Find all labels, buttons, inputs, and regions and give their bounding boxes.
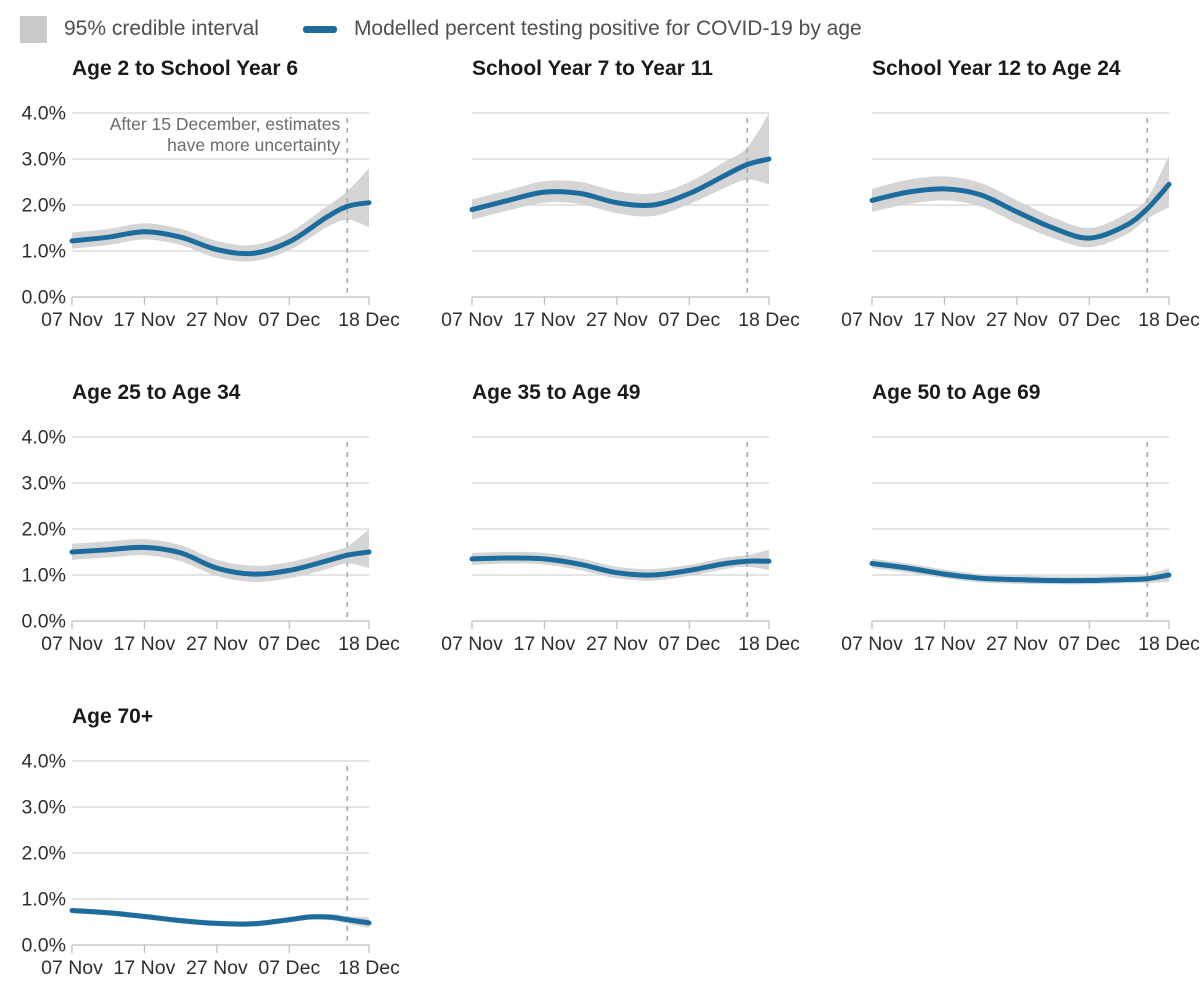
x-tick-label: 18 Dec (338, 957, 400, 979)
panel-title: School Year 7 to Year 11 (472, 57, 713, 80)
modelled-positivity-line (869, 181, 1172, 241)
panel-title: Age 35 to Age 49 (472, 381, 641, 404)
y-tick-label: 0.0% (22, 611, 66, 633)
modelled-positivity-line (869, 561, 1172, 584)
chart-svg-school-year-12-to-age-24: 07 Nov 17 Nov 27 Nov 07 Dec 18 Dec (841, 112, 1200, 331)
x-tick-label: 27 Nov (186, 633, 248, 655)
y-tick-label: 4.0% (22, 103, 66, 125)
x-tick-label: 07 Nov (41, 309, 103, 331)
y-tick-label: 4.0% (22, 427, 66, 449)
x-tick-label: 17 Nov (114, 633, 176, 655)
y-tick-label: 0.0% (22, 287, 66, 309)
x-tick-label: 27 Nov (186, 957, 248, 979)
credible-interval-band (872, 155, 1169, 248)
x-tick-label: 18 Dec (1138, 309, 1200, 331)
x-tick-label: 07 Dec (658, 633, 720, 655)
credible-interval-label: 95% credible interval (64, 17, 259, 40)
x-tick-label: 17 Nov (514, 633, 576, 655)
panel-age-25-to-age-34: Age 25 to Age 34 0.0% 1.0% 2.0% 3.0% 4.0% 07 N… (0, 381, 401, 670)
y-tick-label: 2.0% (22, 843, 66, 865)
x-tick-label: 18 Dec (338, 309, 400, 331)
credible-interval-band (72, 529, 369, 582)
modelled-line-label: Modelled percent testing positive for CO… (353, 17, 862, 40)
panel-age-70: Age 70+ 0.0% 1.0% 2.0% 3.0% 4.0% 07 Nov 17 Nov 2… (0, 705, 401, 994)
panel-age-50-to-age-69: Age 50 to Age 69 07 Nov 17 Nov 27 Nov 07 Dec… (800, 382, 1200, 670)
panel-school-year-12-to-age-24: School Year 12 to Age 24 07 Nov 17 Nov 27 N… (800, 58, 1200, 346)
y-tick-label: 2.0% (22, 519, 66, 541)
chart-svg-age-25-to-age-34: 0.0% 1.0% 2.0% 3.0% 4.0% 07 Nov 17 Nov 27 Nov 07… (22, 427, 401, 656)
x-tick-label: 17 Nov (114, 309, 176, 331)
panel-age-35-to-age-49: Age 35 to Age 49 07 Nov 17 Nov 27 Nov 07 Dec… (400, 382, 800, 670)
x-tick-label: 27 Nov (986, 309, 1048, 331)
modelled-positivity-line (69, 544, 372, 577)
y-tick-label: 1.0% (22, 565, 66, 587)
credible-interval-swatch-icon (20, 15, 47, 43)
y-tick-label: 1.0% (22, 241, 66, 263)
x-tick-label: 18 Dec (738, 633, 800, 655)
y-tick-label: 3.0% (22, 149, 66, 171)
x-tick-label: 07 Nov (841, 309, 903, 331)
modelled-positivity-line (69, 908, 372, 927)
panel-title: Age 70+ (72, 705, 154, 728)
x-tick-label: 27 Nov (186, 309, 248, 331)
credible-interval-band (72, 168, 369, 262)
small-multiples-grid: Age 2 to School Year 6 0.0% 1.0% 2.0% 3.0% 4.… (0, 58, 1200, 994)
chart-svg-school-year-7-to-year-11: 07 Nov 17 Nov 27 Nov 07 Dec 18 Dec (441, 112, 800, 331)
panel-title: Age 50 to Age 69 (872, 381, 1041, 404)
modelled-positivity-line (469, 156, 772, 213)
chart-svg-age-70: 0.0% 1.0% 2.0% 3.0% 4.0% 07 Nov 17 Nov 27 Nov 07… (22, 751, 401, 980)
x-tick-label: 18 Dec (338, 633, 400, 655)
x-tick-label: 17 Nov (114, 957, 176, 979)
x-tick-label: 17 Nov (514, 309, 576, 331)
x-tick-label: 07 Nov (441, 309, 503, 331)
uncertainty-annotation-line2: have more uncertainty (167, 135, 340, 155)
y-tick-label: 0.0% (22, 935, 66, 957)
x-tick-label: 17 Nov (914, 633, 976, 655)
x-tick-label: 27 Nov (586, 633, 648, 655)
panel-school-year-7-to-year-11: School Year 7 to Year 11 07 Nov 17 Nov 27 N… (400, 58, 800, 346)
chart-legend: 95% credible interval Modelled percent t… (0, 0, 1200, 44)
panel-title: Age 2 to School Year 6 (72, 57, 299, 80)
modelled-positivity-line (69, 200, 372, 257)
x-tick-label: 07 Dec (258, 957, 320, 979)
panel-title: Age 25 to Age 34 (72, 381, 241, 404)
modelled-positivity-line (469, 555, 772, 578)
x-tick-label: 07 Dec (258, 633, 320, 655)
x-tick-label: 07 Nov (441, 633, 503, 655)
chart-svg-age-35-to-age-49: 07 Nov 17 Nov 27 Nov 07 Dec 18 Dec (441, 436, 800, 655)
x-tick-label: 18 Dec (738, 309, 800, 331)
x-tick-label: 07 Nov (41, 957, 103, 979)
y-tick-label: 2.0% (22, 195, 66, 217)
x-tick-label: 18 Dec (1138, 633, 1200, 655)
y-tick-label: 1.0% (22, 889, 66, 911)
x-tick-label: 27 Nov (586, 309, 648, 331)
x-tick-label: 07 Dec (258, 309, 320, 331)
modelled-line-swatch-icon (302, 25, 337, 33)
chart-svg-age-2-to-school-year-6: 0.0% 1.0% 2.0% 3.0% 4.0% 07 Nov 17 Nov 27 Nov 07… (22, 103, 401, 332)
x-tick-label: 07 Nov (841, 633, 903, 655)
x-tick-label: 17 Nov (914, 309, 976, 331)
chart-svg-age-50-to-age-69: 07 Nov 17 Nov 27 Nov 07 Dec 18 Dec (841, 436, 1200, 655)
panel-title: School Year 12 to Age 24 (872, 57, 1121, 80)
y-tick-label: 4.0% (22, 751, 66, 773)
y-tick-label: 3.0% (22, 797, 66, 819)
y-tick-label: 3.0% (22, 473, 66, 495)
panel-age-2-to-school-year-6: Age 2 to School Year 6 0.0% 1.0% 2.0% 3.0% 4.… (0, 57, 401, 346)
x-tick-label: 07 Dec (1058, 633, 1120, 655)
uncertainty-annotation-line1: After 15 December, estimates (110, 114, 341, 134)
x-tick-label: 07 Dec (658, 309, 720, 331)
x-tick-label: 07 Nov (41, 633, 103, 655)
x-tick-label: 27 Nov (986, 633, 1048, 655)
x-tick-label: 07 Dec (1058, 309, 1120, 331)
